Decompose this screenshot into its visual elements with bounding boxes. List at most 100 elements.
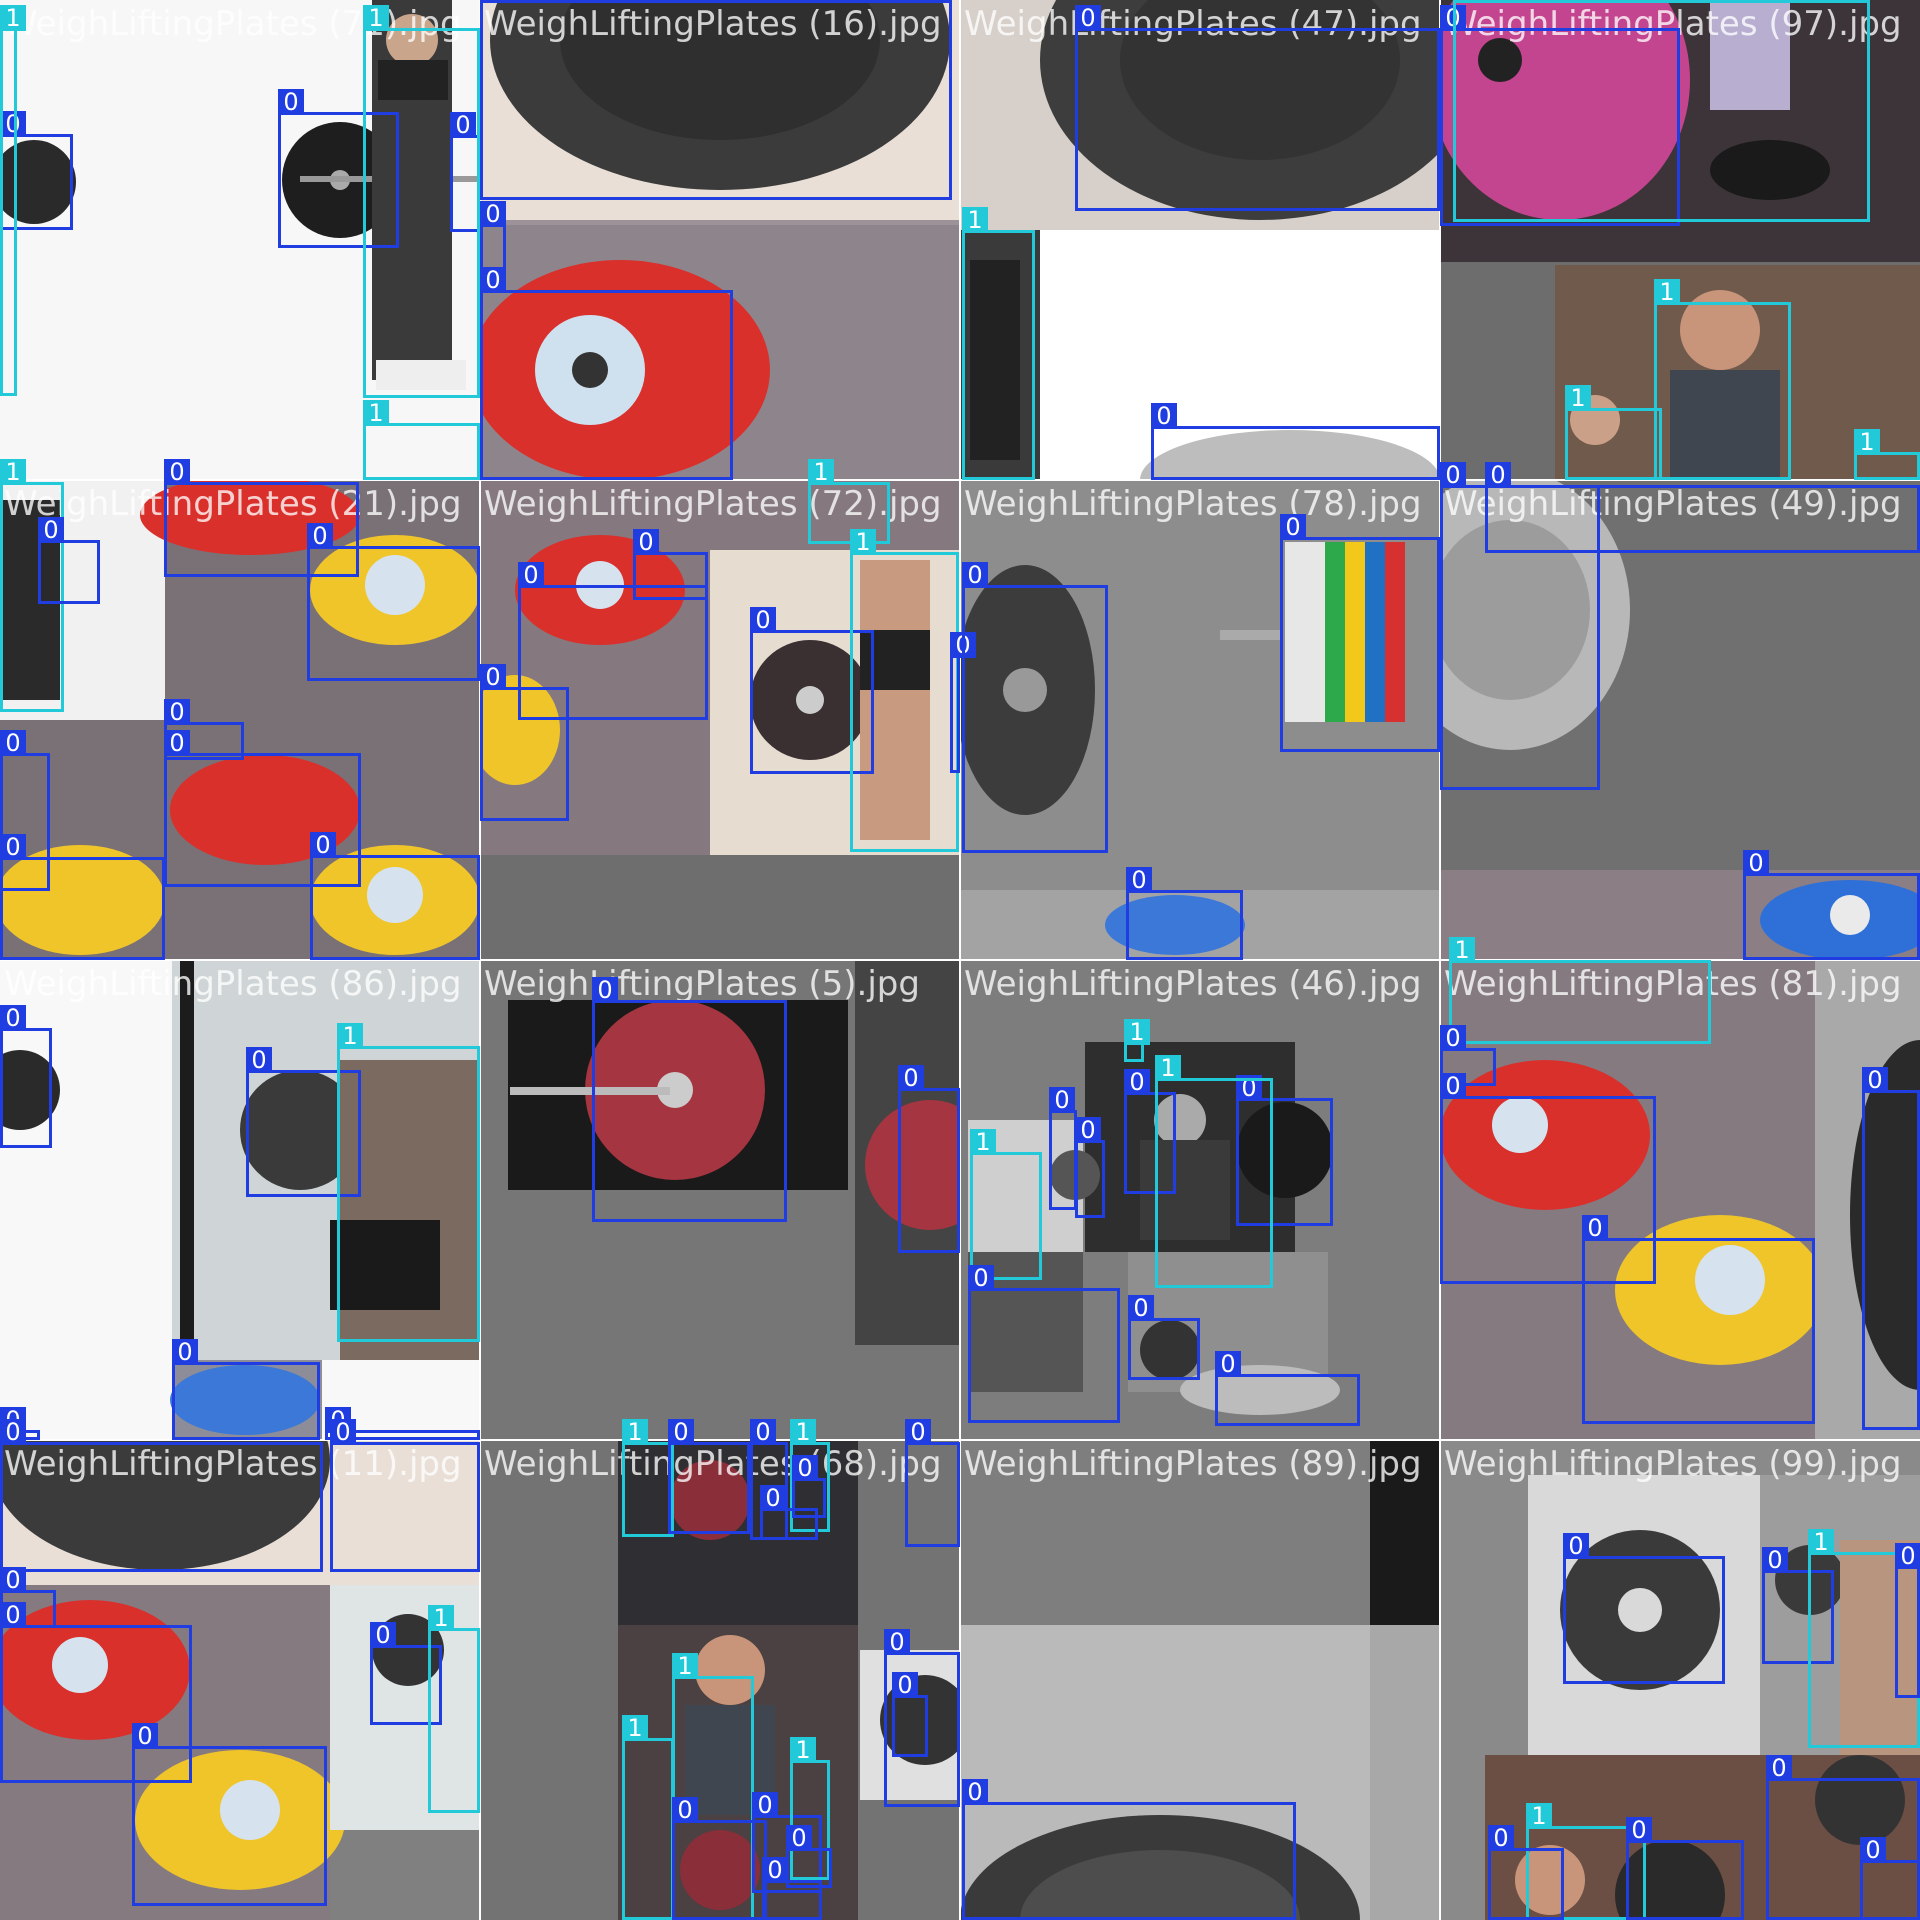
class-label: 0 — [792, 1455, 818, 1481]
class-label: 1 — [622, 1715, 648, 1741]
bounding-box-plate: 0 — [330, 1419, 480, 1572]
bounding-box-plate: 0 — [480, 0, 952, 200]
bounding-box-person: 1 — [1654, 279, 1791, 480]
bounding-box-plate: 0 — [1488, 1825, 1564, 1920]
bounding-box-person: 1 — [0, 5, 26, 396]
bounding-box-person: 1 — [363, 5, 480, 398]
tile-photo — [480, 960, 960, 1440]
class-label: 0 — [633, 529, 659, 555]
tile-filename: WeighLiftingPlates (5).jpg — [484, 964, 920, 1004]
class-label: 0 — [0, 834, 26, 860]
bounding-box-plate: 0 — [480, 267, 733, 480]
class-label: 1 — [1124, 1019, 1150, 1045]
tile-photo — [480, 0, 960, 480]
class-label: 0 — [1075, 5, 1101, 31]
tile-divider — [0, 1439, 1920, 1441]
class-label: 0 — [278, 89, 304, 115]
bounding-box-plate: 0 — [1151, 403, 1440, 480]
tile-filename: WeighLiftingPlates (49).jpg — [1444, 484, 1902, 524]
class-label: 0 — [752, 1792, 778, 1818]
bounding-box-plate: 0 — [1049, 1087, 1077, 1210]
bounding-box-plate: 0 — [38, 517, 100, 604]
bounding-box-plate: 0 — [278, 89, 399, 248]
class-label: 0 — [480, 201, 506, 227]
class-label: 1 — [1155, 1055, 1181, 1081]
bounding-box-person: 1 — [1854, 429, 1920, 480]
class-label: 1 — [1565, 385, 1591, 411]
bounding-box-plate: 0 — [962, 562, 1108, 853]
class-label: 0 — [450, 112, 476, 138]
bounding-box-plate: 0 — [132, 1723, 327, 1906]
class-label: 0 — [310, 832, 336, 858]
class-label: 0 — [968, 1265, 994, 1291]
bounding-box-plate: 0 — [0, 1005, 52, 1148]
bounding-box-person: 1 — [622, 1419, 674, 1537]
class-label: 0 — [1215, 1351, 1241, 1377]
image-tile: WeighLiftingPlates (71).jpg — [0, 0, 480, 480]
class-label: 0 — [164, 699, 190, 725]
class-label: 0 — [330, 1419, 356, 1445]
bounding-box-plate: 0 — [480, 201, 506, 290]
class-label: 1 — [790, 1737, 816, 1763]
class-label: 1 — [363, 400, 389, 426]
bounding-box-plate: 0 — [1280, 514, 1440, 752]
tile-photo — [0, 0, 480, 480]
bounding-box-plate: 0 — [892, 1672, 928, 1757]
class-label: 0 — [760, 1485, 786, 1511]
class-label: 0 — [172, 1339, 198, 1365]
tile-filename: WeighLiftingPlates (99).jpg — [1444, 1444, 1902, 1484]
tile-filename: WeighLiftingPlates (81).jpg — [1444, 964, 1902, 1004]
image-tile: WeighLiftingPlates (97).jpg — [1440, 0, 1920, 480]
class-label: 0 — [1075, 1117, 1101, 1143]
tile-filename: WeighLiftingPlates (68).jpg — [484, 1444, 942, 1484]
class-label: 0 — [1626, 1817, 1652, 1843]
bounding-box-person: 1 — [622, 1715, 674, 1920]
class-label: 0 — [0, 1005, 26, 1031]
bounding-box-plate: 0 — [1563, 1533, 1725, 1684]
image-tile: WeighLiftingPlates (78).jpg — [960, 480, 1440, 960]
bounding-box-plate: 0 — [480, 664, 569, 821]
tile-filename: WeighLiftingPlates (86).jpg — [4, 964, 462, 1004]
tile-photo — [960, 0, 1440, 480]
bounding-box-plate: 0 — [898, 1065, 960, 1253]
class-label: 1 — [0, 459, 26, 485]
bounding-box-plate: 0 — [1766, 1755, 1920, 1920]
bounding-box-plate: 0 — [0, 834, 165, 960]
bounding-box-plate: 0 — [518, 562, 708, 720]
bounding-box-plate: 0 — [1440, 5, 1680, 226]
bounding-box-plate: 0 — [905, 1419, 960, 1547]
image-tile: WeighLiftingPlates (16).jpg — [480, 0, 960, 480]
class-label: 1 — [1654, 279, 1680, 305]
class-label: 1 — [0, 5, 26, 31]
tile-photo — [960, 1440, 1440, 1920]
class-label: 1 — [970, 1129, 996, 1155]
bounding-box-plate: 0 — [750, 1419, 788, 1540]
tile-divider — [0, 479, 1920, 481]
bounding-box-plate: 0 — [1626, 1817, 1744, 1920]
class-label: 0 — [1563, 1533, 1589, 1559]
bounding-box-plate: 0 — [962, 1779, 1296, 1920]
bounding-box-plate: 0 — [1440, 1025, 1496, 1086]
bounding-box-plate: 0 — [760, 1485, 818, 1540]
class-label: 0 — [672, 1797, 698, 1823]
bounding-box-person: 1 — [790, 1419, 830, 1532]
bounding-box-plate: 0 — [1440, 1073, 1656, 1284]
bounding-box-plate: 0 — [1860, 1837, 1920, 1920]
class-label: 0 — [480, 267, 506, 293]
bounding-box-plate: 0 — [1895, 1543, 1920, 1698]
class-label: 0 — [1049, 1087, 1075, 1113]
class-label: 0 — [592, 977, 618, 1003]
bounding-box-plate: 0 — [310, 832, 480, 960]
tile-photo — [480, 480, 960, 960]
tile-filename: WeighLiftingPlates (97).jpg — [1444, 4, 1902, 44]
class-label: 0 — [164, 730, 190, 756]
class-label: 1 — [962, 207, 988, 233]
class-label: 0 — [892, 1672, 918, 1698]
class-label: 0 — [898, 1065, 924, 1091]
class-label: 0 — [246, 1047, 272, 1073]
tile-photo — [480, 1440, 960, 1920]
image-tile: WeighLiftingPlates (5).jpg — [480, 960, 960, 1440]
bounding-box-plate: 0 — [164, 730, 361, 887]
tile-photo — [960, 480, 1440, 960]
